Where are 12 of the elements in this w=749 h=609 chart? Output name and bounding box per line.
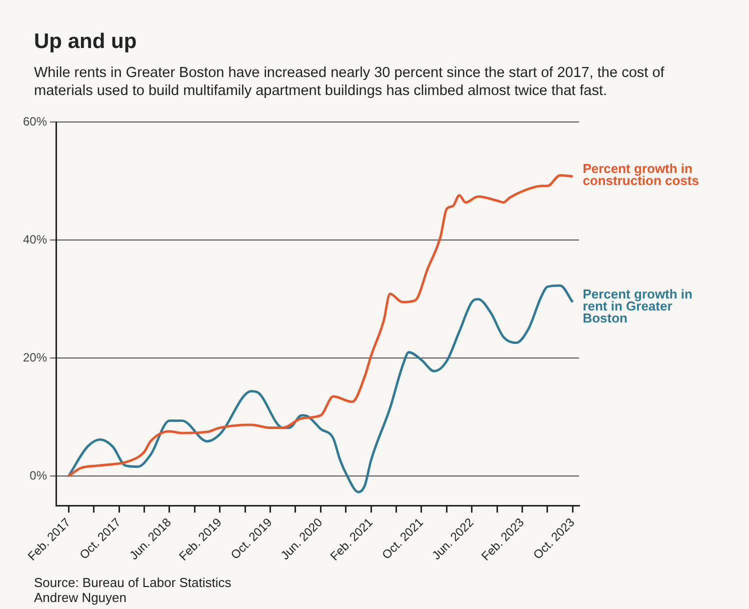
text: Andrew Nguyen [34,590,128,605]
series-label: Percent growth in rent in Greater Boston [582,286,693,326]
y-tick-label: 40% [22,232,48,246]
chart-subtitle: While rents in Greater Boston have increased nearly 30 percent since the start of 2017, the cost of materials used to build multifamily apartment buildings has climbed almost twice that fast. [34,64,666,100]
source-note: Source: Bureau of Labor Statistics [34,575,232,590]
series-label: Percent growth in construction costs [582,161,699,188]
line-series [67,284,574,494]
line-series [67,174,574,478]
y-tick-label: 0% [30,468,48,482]
y-tick-label: 20% [22,350,48,364]
chart-title: Up and up [34,30,137,54]
y-tick-label: 60% [22,114,48,129]
